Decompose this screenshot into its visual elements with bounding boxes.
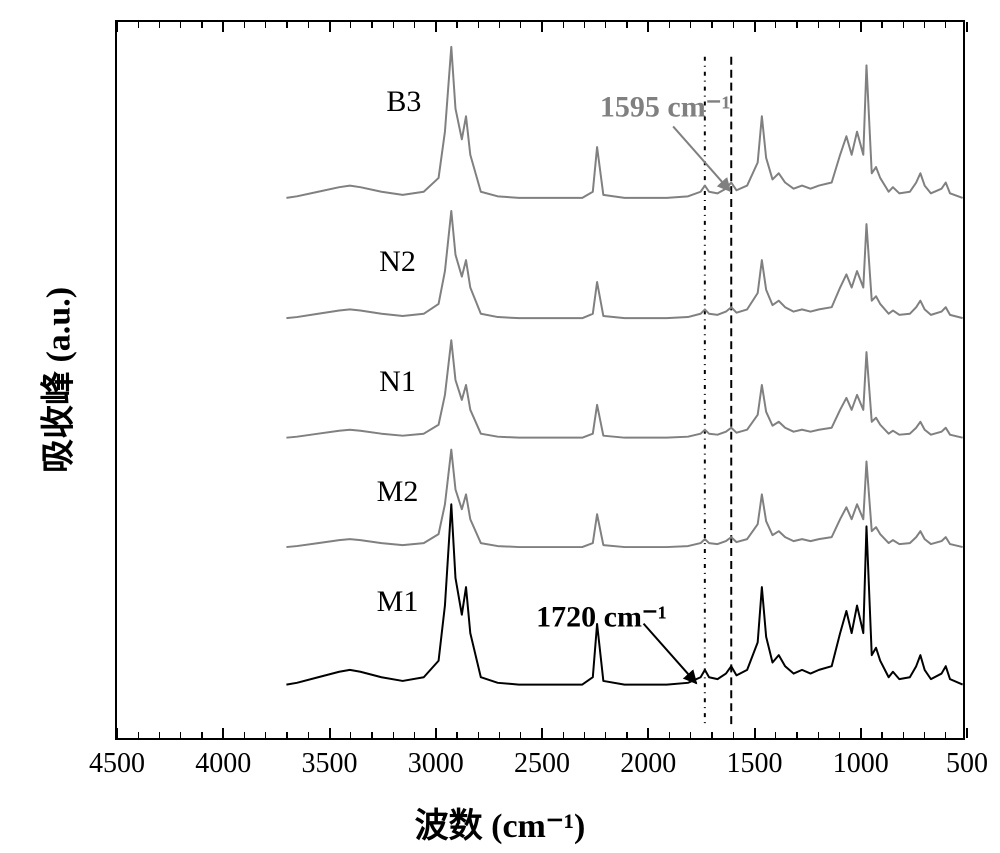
plot-area: 45004000350030002500200015001000500M1M2N… <box>115 20 965 740</box>
series-label-B3: B3 <box>386 85 421 119</box>
x-tick-label: 1000 <box>833 748 889 780</box>
x-tick-label: 500 <box>946 748 988 780</box>
x-tick-label: 4000 <box>195 748 251 780</box>
annotation-label: 1595 cm⁻¹ <box>600 90 731 125</box>
series-label-M2: M2 <box>377 475 419 509</box>
annotation-label: 1720 cm⁻¹ <box>536 600 667 635</box>
x-tick-label: 1500 <box>727 748 783 780</box>
series-label-N2: N2 <box>379 245 416 279</box>
series-label-N1: N1 <box>379 365 416 399</box>
x-tick <box>966 728 968 738</box>
x-tick-label: 3000 <box>408 748 464 780</box>
x-tick-label: 2000 <box>620 748 676 780</box>
y-axis-title: 吸收峰 (a.u.) <box>31 287 80 473</box>
x-tick-label: 4500 <box>89 748 145 780</box>
x-axis-title: 波数 (cm⁻¹) <box>415 798 586 847</box>
x-tick-label: 3500 <box>302 748 358 780</box>
chart-stage: 4500 4000 3500 3000 2500 2000 1500 1000 500 M1 M2 N… <box>0 0 1000 853</box>
x-tick-top <box>966 22 968 32</box>
annotation-arrow <box>673 126 730 191</box>
x-tick-label: 2500 <box>514 748 570 780</box>
series-label-M1: M1 <box>377 585 419 619</box>
